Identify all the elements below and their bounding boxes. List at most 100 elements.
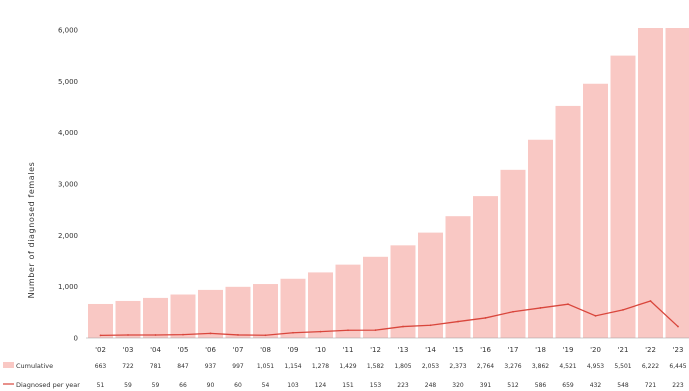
- per-year-value-label: 248: [425, 382, 437, 389]
- cumulative-value-label: 6,222: [642, 363, 659, 370]
- line-series: [99, 300, 679, 337]
- cumulative-value-label: 937: [205, 363, 217, 370]
- cumulative-value-label: 2,764: [477, 363, 494, 370]
- bar-cumulative: [445, 216, 471, 338]
- x-tick-label: '22: [645, 346, 656, 354]
- point-per-year: [539, 307, 542, 309]
- per-year-value-label: 153: [370, 382, 382, 389]
- cumulative-value-label: 1,805: [394, 363, 411, 370]
- x-tick-label: '18: [535, 346, 546, 354]
- bar-cumulative: [500, 169, 526, 338]
- bar-cumulative: [555, 105, 581, 338]
- per-year-value-label: 586: [535, 382, 547, 389]
- per-year-value-label: 512: [507, 382, 519, 389]
- x-tick-label: '16: [480, 346, 491, 354]
- x-tick-label: '19: [563, 346, 574, 354]
- per-year-value-label: 66: [179, 382, 187, 389]
- cumulative-values-row: 663 722 781 847 937 997 1,051 1,154 1,278 1,429 1,…: [95, 363, 687, 370]
- point-per-year: [677, 325, 679, 328]
- per-year-value-label: 223: [672, 382, 684, 389]
- bar-cumulative: [225, 286, 251, 338]
- bar-cumulative: [280, 278, 306, 338]
- point-per-year: [594, 314, 597, 317]
- x-tick-label: '13: [398, 346, 409, 354]
- bar-cumulative: [88, 303, 113, 338]
- per-year-value-label: 548: [617, 382, 629, 389]
- point-per-year: [127, 334, 129, 336]
- point-per-year: [209, 332, 212, 335]
- x-tick-label: '04: [150, 346, 161, 354]
- cumulative-value-label: 2,373: [449, 363, 466, 370]
- per-year-value-label: 151: [342, 382, 354, 389]
- per-year-value-label: 391: [480, 382, 492, 389]
- x-tick-label: '11: [343, 346, 354, 354]
- per-year-value-label: 59: [124, 382, 132, 389]
- bar-cumulative: [583, 83, 608, 338]
- cumulative-value-label: 2,053: [422, 363, 439, 370]
- cumulative-value-label: 3,276: [504, 363, 521, 370]
- cumulative-value-label: 3,862: [532, 363, 549, 370]
- bar-cumulative: [253, 284, 278, 338]
- cumulative-value-label: 6,445: [669, 363, 686, 370]
- bar-cumulative: [390, 245, 416, 338]
- x-tick-label: '17: [508, 346, 519, 354]
- x-tick-label: '02: [95, 346, 106, 354]
- cumulative-value-label: 1,051: [257, 363, 274, 370]
- y-axis-label: Number of diagnosed females: [27, 162, 36, 299]
- point-per-year: [567, 303, 569, 306]
- line-per-year: [100, 300, 679, 337]
- cumulative-value-label: 997: [232, 363, 244, 370]
- per-year-value-label: 223: [397, 382, 409, 389]
- bars: [88, 28, 689, 339]
- point-per-year: [457, 320, 459, 323]
- cumulative-value-label: 1,278: [312, 363, 329, 370]
- cumulative-value-label: 1,582: [367, 363, 384, 370]
- x-tick-label: '14: [425, 346, 436, 354]
- x-tick-label: '08: [260, 346, 271, 354]
- bar-cumulative: [115, 300, 141, 338]
- y-tick-label: 5,000: [58, 78, 78, 86]
- legend-swatch-cumulative: [3, 362, 14, 368]
- data-table: Cumulative Diagnosed per year 663 722 781 8…: [3, 362, 687, 389]
- cumulative-value-label: 722: [122, 363, 134, 370]
- cumulative-value-label: 781: [150, 363, 162, 370]
- y-tick-label: 6,000: [58, 27, 78, 35]
- bar-cumulative: [528, 139, 553, 338]
- bar-cumulative: [610, 55, 636, 339]
- legend-label-cumulative: Cumulative: [16, 362, 53, 370]
- bar-cumulative: [638, 28, 663, 338]
- bar-cumulative: [308, 272, 333, 338]
- point-per-year: [347, 329, 349, 332]
- cumulative-value-label: 4,953: [587, 363, 604, 370]
- per-year-value-label: 124: [315, 382, 327, 389]
- per-year-values-row: 51 59 59 66 90 60 54 103 124 151 153 223 248 320 391 51…: [97, 382, 684, 389]
- bar-cumulative: [665, 28, 689, 338]
- point-per-year: [264, 334, 267, 337]
- x-tick-label: '23: [673, 346, 684, 354]
- point-per-year: [237, 334, 239, 336]
- point-per-year: [182, 333, 184, 336]
- cumulative-value-label: 4,521: [559, 363, 576, 370]
- x-tick-label: '21: [618, 346, 629, 354]
- per-year-value-label: 659: [562, 382, 574, 389]
- y-axis-ticks: 0 1,000 2,000 3,000 4,000 5,000 6,000: [58, 27, 78, 343]
- x-tick-label: '07: [233, 346, 244, 354]
- bar-cumulative: [363, 256, 388, 338]
- y-tick-label: 3,000: [58, 181, 78, 189]
- x-tick-label: '12: [370, 346, 381, 354]
- x-tick-label: '20: [590, 346, 601, 354]
- point-per-year: [319, 330, 322, 333]
- bar-cumulative: [335, 264, 361, 338]
- point-per-year: [154, 334, 157, 336]
- bar-cumulative: [473, 196, 498, 338]
- cumulative-value-label: 1,429: [339, 363, 356, 370]
- cumulative-value-label: 663: [95, 363, 107, 370]
- per-year-value-label: 54: [262, 382, 270, 389]
- x-tick-label: '09: [288, 346, 299, 354]
- y-tick-label: 4,000: [58, 129, 78, 137]
- cumulative-value-label: 5,501: [614, 363, 631, 370]
- x-tick-label: '10: [315, 346, 326, 354]
- cumulative-value-label: 847: [177, 363, 189, 370]
- point-per-year: [512, 310, 514, 313]
